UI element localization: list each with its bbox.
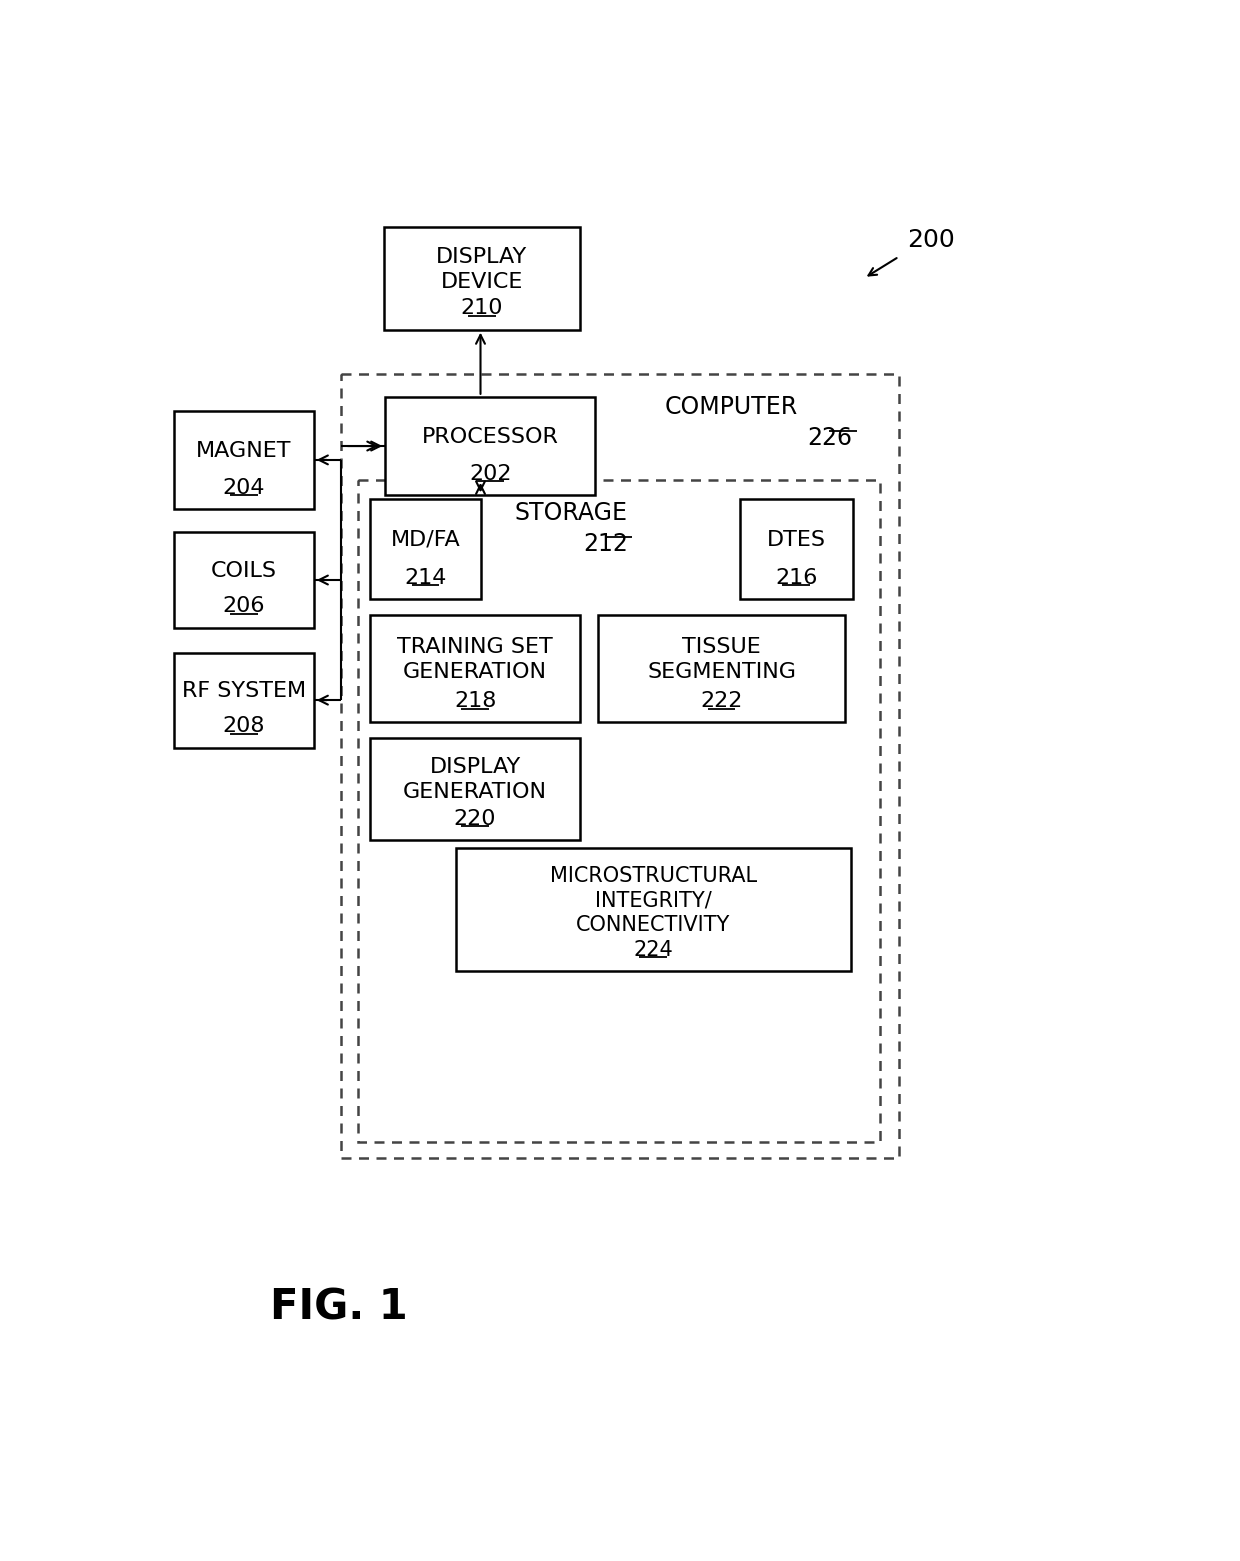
Bar [371,500,481,599]
Text: 204: 204 [223,478,265,498]
Text: 226: 226 [807,426,853,450]
Text: RF SYSTEM: RF SYSTEM [182,681,306,701]
Bar [371,615,580,723]
Bar [386,396,595,495]
Bar [598,615,844,723]
Text: 218: 218 [454,692,496,710]
Bar [358,479,879,1143]
Bar [175,532,314,628]
Text: DTES: DTES [766,531,826,549]
Text: TRAINING SET
GENERATION: TRAINING SET GENERATION [397,637,553,682]
Text: COMPUTER: COMPUTER [665,395,799,420]
Bar [175,411,314,509]
Text: 212: 212 [583,532,627,556]
Text: 216: 216 [775,568,817,587]
Bar [371,738,580,840]
Bar [383,228,580,329]
Text: MD/FA: MD/FA [391,531,460,549]
Bar [740,500,853,599]
Text: 200: 200 [906,228,955,251]
Text: DISPLAY
GENERATION: DISPLAY GENERATION [403,757,547,802]
Text: MICROSTRUCTURAL
INTEGRITY/
CONNECTIVITY: MICROSTRUCTURAL INTEGRITY/ CONNECTIVITY [549,865,756,935]
Text: 214: 214 [404,568,446,587]
Text: 222: 222 [701,692,743,710]
Text: COILS: COILS [211,560,277,581]
Text: PROCESSOR: PROCESSOR [422,426,559,446]
Bar [175,652,314,748]
Text: 208: 208 [223,716,265,737]
Text: 210: 210 [460,298,503,318]
Text: 202: 202 [469,464,511,484]
Text: STORAGE: STORAGE [515,501,627,526]
Text: 220: 220 [454,809,496,829]
Text: TISSUE
SEGMENTING: TISSUE SEGMENTING [647,637,796,682]
Text: MAGNET: MAGNET [196,440,291,460]
Bar [456,848,851,971]
Text: DISPLAY
DEVICE: DISPLAY DEVICE [436,247,527,292]
Text: FIG. 1: FIG. 1 [270,1286,408,1328]
Text: 206: 206 [223,596,265,617]
Bar [341,373,899,1158]
Text: 224: 224 [634,940,673,960]
